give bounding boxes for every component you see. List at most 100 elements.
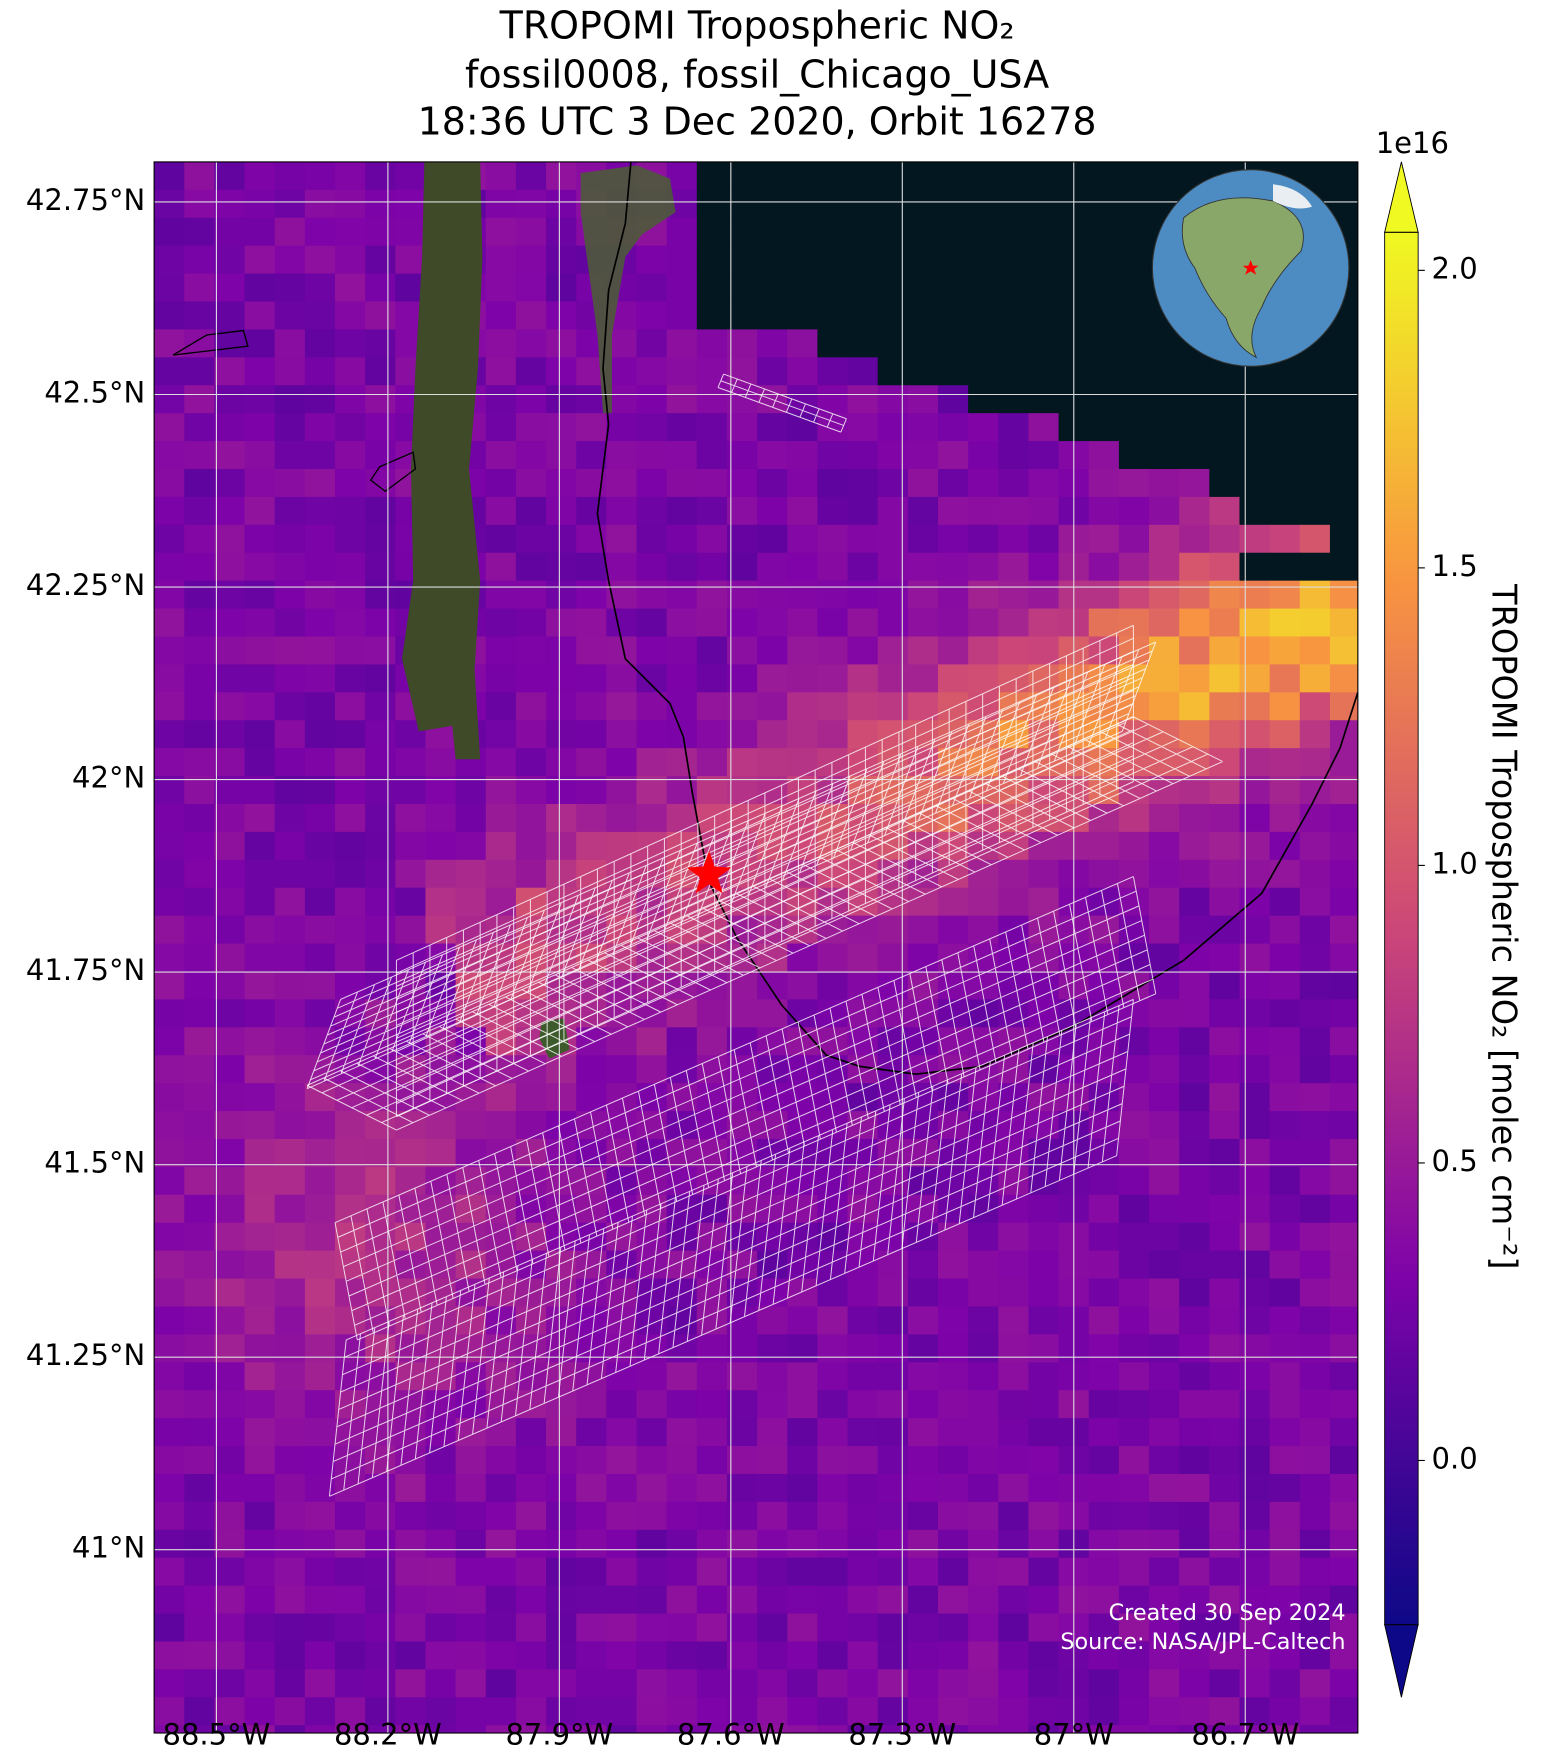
no2-pixel <box>877 413 909 442</box>
y-tick-label: 41.75°N <box>26 953 145 987</box>
no2-pixel <box>1329 1306 1358 1335</box>
no2-pixel <box>847 720 879 749</box>
no2-pixel <box>485 1418 517 1447</box>
no2-pixel <box>214 496 246 526</box>
no2-pixel <box>154 748 185 777</box>
no2-pixel <box>907 496 939 526</box>
no2-pixel <box>214 1334 246 1363</box>
no2-pixel <box>425 1585 457 1615</box>
no2-pixel <box>274 496 306 526</box>
no2-pixel <box>1299 1138 1331 1168</box>
no2-pixel <box>335 943 366 973</box>
no2-pixel <box>1028 1613 1060 1643</box>
no2-pixel <box>1088 385 1120 414</box>
no2-pixel <box>546 1055 577 1084</box>
no2-pixel <box>455 831 487 861</box>
no2-pixel <box>395 943 427 973</box>
no2-pixel <box>184 1446 215 1475</box>
no2-pixel <box>576 748 607 777</box>
no2-pixel <box>1088 357 1120 386</box>
no2-pixel <box>304 1557 336 1587</box>
no2-pixel <box>636 720 668 749</box>
no2-pixel <box>1028 217 1060 247</box>
no2-pixel <box>154 1055 185 1084</box>
no2-pixel <box>244 748 276 777</box>
no2-pixel <box>998 776 1030 805</box>
no2-pixel <box>1299 1725 1331 1734</box>
no2-pixel <box>1329 1362 1358 1391</box>
no2-pixel <box>546 1446 577 1475</box>
no2-pixel <box>636 552 668 582</box>
no2-pixel <box>817 329 849 358</box>
no2-pixel <box>154 413 185 442</box>
no2-pixel <box>757 1334 788 1363</box>
no2-pixel <box>968 608 999 638</box>
no2-pixel <box>576 1697 607 1726</box>
no2-pixel <box>244 1557 276 1587</box>
no2-pixel <box>335 608 366 638</box>
no2-pixel <box>998 1585 1030 1615</box>
no2-pixel <box>606 1418 638 1447</box>
no2-pixel <box>636 1027 668 1056</box>
no2-pixel <box>274 1083 306 1112</box>
no2-pixel <box>365 1083 396 1112</box>
no2-pixel <box>1118 1306 1150 1335</box>
no2-pixel <box>1299 385 1331 414</box>
no2-pixel <box>184 776 215 805</box>
no2-pixel <box>184 1697 215 1726</box>
no2-pixel <box>1269 831 1301 861</box>
no2-pixel <box>244 1138 276 1168</box>
y-tick-label: 41°N <box>72 1531 145 1565</box>
no2-pixel <box>1118 1501 1150 1531</box>
no2-pixel <box>1028 1585 1060 1615</box>
no2-pixel <box>515 664 547 693</box>
no2-pixel <box>365 189 396 219</box>
no2-pixel <box>757 999 788 1028</box>
no2-pixel <box>787 1529 818 1559</box>
no2-pixel <box>1329 385 1358 414</box>
no2-pixel <box>1329 1697 1358 1726</box>
no2-pixel <box>546 803 577 833</box>
no2-pixel <box>606 831 638 861</box>
no2-pixel <box>696 943 728 973</box>
no2-pixel <box>907 1111 939 1140</box>
no2-pixel <box>1209 664 1241 693</box>
no2-pixel <box>1269 636 1301 665</box>
no2-pixel <box>184 692 215 721</box>
no2-pixel <box>274 636 306 665</box>
no2-pixel <box>485 1083 517 1112</box>
no2-pixel <box>1269 580 1301 610</box>
no2-pixel <box>1028 859 1060 889</box>
no2-pixel <box>1239 1390 1271 1419</box>
no2-pixel <box>998 385 1030 414</box>
no2-pixel <box>154 468 185 498</box>
no2-pixel <box>576 496 607 526</box>
no2-pixel <box>696 915 728 945</box>
no2-pixel <box>1088 1613 1120 1643</box>
no2-pixel <box>636 1418 668 1447</box>
no2-pixel <box>877 1390 909 1419</box>
no2-pixel <box>184 1725 215 1734</box>
no2-pixel <box>515 273 547 303</box>
no2-pixel <box>1028 887 1060 917</box>
no2-pixel <box>1269 496 1301 526</box>
no2-pixel <box>636 468 668 498</box>
no2-pixel <box>877 273 909 303</box>
no2-pixel <box>757 748 788 777</box>
no2-pixel <box>1088 803 1120 833</box>
no2-pixel <box>214 915 246 945</box>
no2-pixel <box>546 217 577 247</box>
no2-pixel <box>244 971 276 1000</box>
no2-pixel <box>1209 1613 1241 1643</box>
no2-pixel <box>365 245 396 275</box>
no2-pixel <box>304 580 336 610</box>
no2-pixel <box>1179 1613 1210 1643</box>
no2-pixel <box>515 1083 547 1112</box>
no2-pixel <box>666 1669 698 1698</box>
no2-pixel <box>576 1641 607 1670</box>
no2-pixel <box>666 217 698 247</box>
no2-pixel <box>1179 1138 1210 1168</box>
no2-pixel <box>485 385 517 414</box>
no2-pixel <box>335 971 366 1000</box>
no2-pixel <box>515 1585 547 1615</box>
